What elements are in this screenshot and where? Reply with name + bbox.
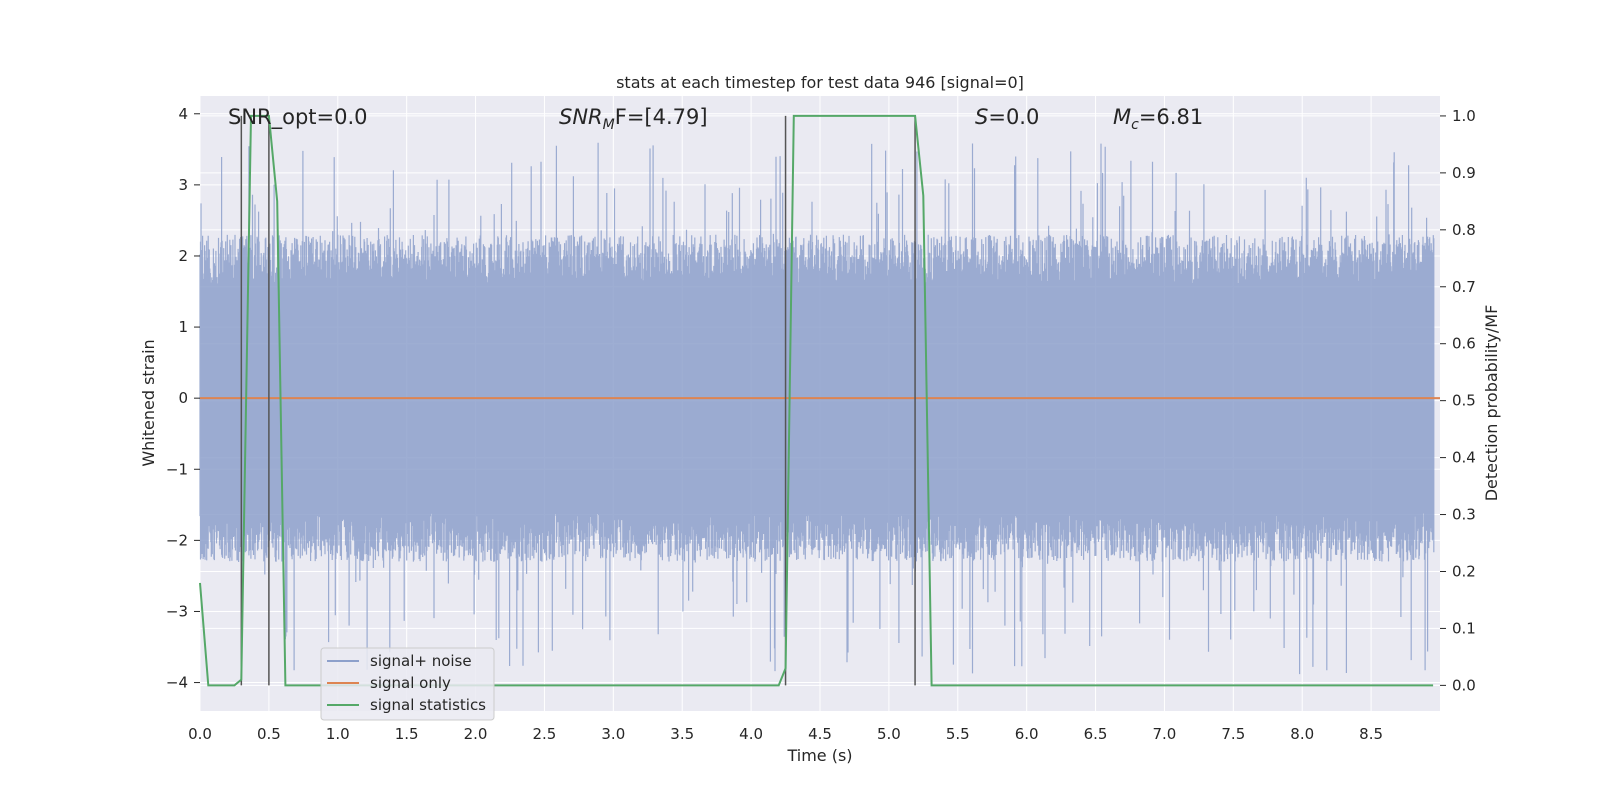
y-right-tick-label: 0.5	[1452, 392, 1476, 410]
signal-noise-series	[199, 142, 1435, 675]
chart-title: stats at each timestep for test data 946…	[616, 73, 1024, 92]
y-left-tick-label: 0	[178, 389, 188, 407]
y-left-tick-label: 2	[178, 247, 188, 265]
annotation-snr-opt: SNR_opt=0.0	[228, 105, 368, 130]
x-tick-label: 5.5	[946, 725, 970, 743]
x-tick-label: 0.0	[188, 725, 212, 743]
y-right-tick-label: 0.2	[1452, 562, 1476, 580]
annotation-mc-rest: =6.81	[1139, 105, 1203, 129]
legend: signal+ noise signal only signal statist…	[320, 647, 495, 721]
annotation-s-base: S	[975, 105, 988, 129]
annotation-snr-mf: SNRMF=[4.79]	[559, 105, 708, 133]
annotation-snr-mf-sub: M	[603, 117, 615, 133]
annotation-mc-sub: c	[1131, 117, 1139, 133]
x-tick-label: 3.0	[601, 725, 625, 743]
tick-labels: 0.0 0.5 1.0 1.5 2.0 2.5 3.0 3.5 4.0 4.5 5.0 5.5 6.0 6…	[166, 105, 1476, 743]
annotation-mc: Mc=6.81	[1113, 105, 1203, 133]
y-right-tick-label: 0.0	[1452, 676, 1476, 694]
y-right-tick-label: 0.4	[1452, 449, 1476, 467]
y-left-tick-label: 3	[178, 176, 188, 194]
annotation-s-rest: =0.0	[988, 105, 1039, 129]
x-tick-label: 4.0	[739, 725, 763, 743]
y-right-tick-label: 0.8	[1452, 221, 1476, 239]
x-tick-label: 3.5	[670, 725, 694, 743]
annotation-mc-base: M	[1113, 105, 1131, 129]
legend-label-signal: signal only	[370, 674, 451, 692]
y-right-tick-label: 1.0	[1452, 107, 1476, 125]
x-tick-label: 1.5	[395, 725, 419, 743]
x-tick-label: 8.0	[1290, 725, 1314, 743]
x-tick-label: 5.0	[877, 725, 901, 743]
y-axis-left-label: Whitened strain	[139, 339, 158, 466]
signal-statistics-series	[199, 114, 1434, 687]
x-tick-label: 7.0	[1153, 725, 1177, 743]
y-left-tick-label: 1	[178, 318, 188, 336]
x-tick-label: 2.5	[533, 725, 557, 743]
y-left-tick-label: −2	[166, 531, 188, 549]
x-tick-label: 6.5	[1084, 725, 1108, 743]
y-axis-right-label: Detection probability/MF	[1482, 305, 1501, 502]
y-right-tick-label: 0.7	[1452, 278, 1476, 296]
statistics-line	[199, 114, 1434, 687]
x-axis-label: Time (s)	[786, 746, 852, 765]
x-tick-label: 0.5	[257, 725, 281, 743]
legend-label-noise: signal+ noise	[370, 652, 472, 670]
legend-box	[320, 647, 495, 721]
y-right-tick-label: 0.3	[1452, 506, 1476, 524]
noise-trace	[199, 142, 1435, 675]
annotation-snr-mf-base: SNR	[559, 105, 603, 129]
annotation-s: S=0.0	[975, 105, 1039, 129]
y-right-tick-label: 0.1	[1452, 619, 1476, 637]
x-tick-label: 6.0	[1015, 725, 1039, 743]
y-left-tick-label: 4	[178, 105, 188, 123]
legend-label-stats: signal statistics	[370, 696, 486, 714]
x-tick-label: 7.5	[1221, 725, 1245, 743]
x-tick-label: 2.0	[464, 725, 488, 743]
y-left-tick-label: −4	[166, 674, 188, 692]
vertical-markers	[240, 115, 916, 686]
annotation-snr-mf-rest: F=[4.79]	[615, 105, 708, 129]
x-tick-label: 1.0	[326, 725, 350, 743]
y-left-tick-label: −1	[166, 460, 188, 478]
y-right-tick-label: 0.9	[1452, 164, 1476, 182]
y-left-tick-label: −3	[166, 602, 188, 620]
x-tick-label: 8.5	[1359, 725, 1383, 743]
x-tick-label: 4.5	[808, 725, 832, 743]
y-right-tick-label: 0.6	[1452, 335, 1476, 353]
